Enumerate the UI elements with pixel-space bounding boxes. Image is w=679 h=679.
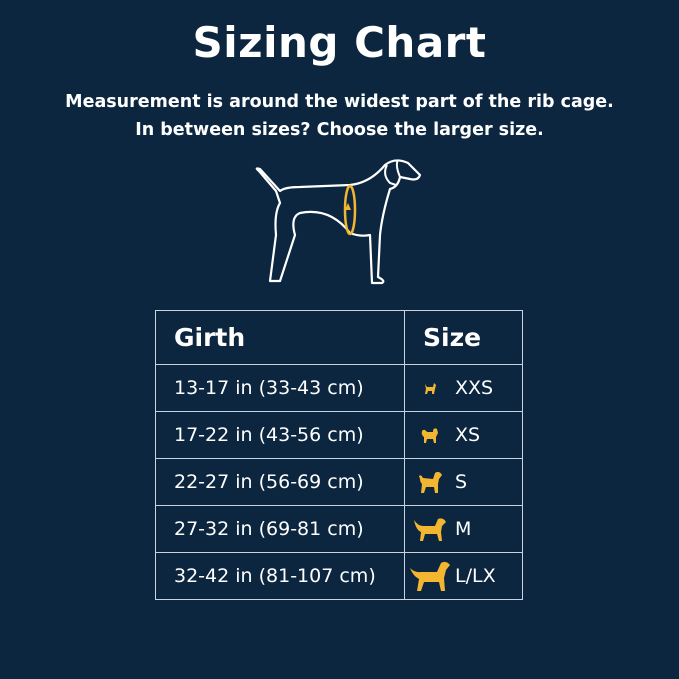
girth-cell: 32-42 in (81-107 cm)	[155, 552, 405, 600]
sizing-table: Girth Size 13-17 in (33-43 cm) XXS 17-22…	[155, 310, 523, 600]
girth-cell: 13-17 in (33-43 cm)	[155, 364, 405, 412]
subtitle-measurement: Measurement is around the widest part of…	[65, 92, 614, 112]
dog-girth-measurement-icon	[255, 159, 422, 285]
table-row: 27-32 in (69-81 cm) M	[155, 505, 523, 553]
table-row: 32-42 in (81-107 cm) L/LX	[155, 552, 523, 600]
table-row: 13-17 in (33-43 cm) XXS	[155, 364, 523, 412]
girth-cell: 27-32 in (69-81 cm)	[155, 505, 405, 553]
small-dog-icon	[405, 470, 455, 494]
size-cell: XXS	[455, 377, 494, 399]
page-title: Sizing Chart	[192, 18, 487, 67]
size-cell: M	[455, 518, 472, 540]
table-header-row: Girth Size	[155, 310, 523, 365]
small-fluffy-dog-icon	[405, 426, 455, 444]
size-cell: XS	[455, 424, 481, 446]
size-header: Size	[404, 310, 523, 365]
girth-cell: 17-22 in (43-56 cm)	[155, 411, 405, 459]
girth-header: Girth	[155, 310, 405, 365]
size-cell: L/LX	[455, 565, 496, 587]
table-row: 17-22 in (43-56 cm) XS	[155, 411, 523, 459]
subtitle-advice: In between sizes? Choose the larger size…	[135, 120, 544, 140]
large-dog-icon	[405, 560, 455, 592]
table-row: 22-27 in (56-69 cm) S	[155, 458, 523, 506]
tiny-dog-icon	[405, 381, 455, 395]
size-cell: S	[455, 471, 468, 493]
girth-cell: 22-27 in (56-69 cm)	[155, 458, 405, 506]
medium-dog-icon	[405, 516, 455, 542]
